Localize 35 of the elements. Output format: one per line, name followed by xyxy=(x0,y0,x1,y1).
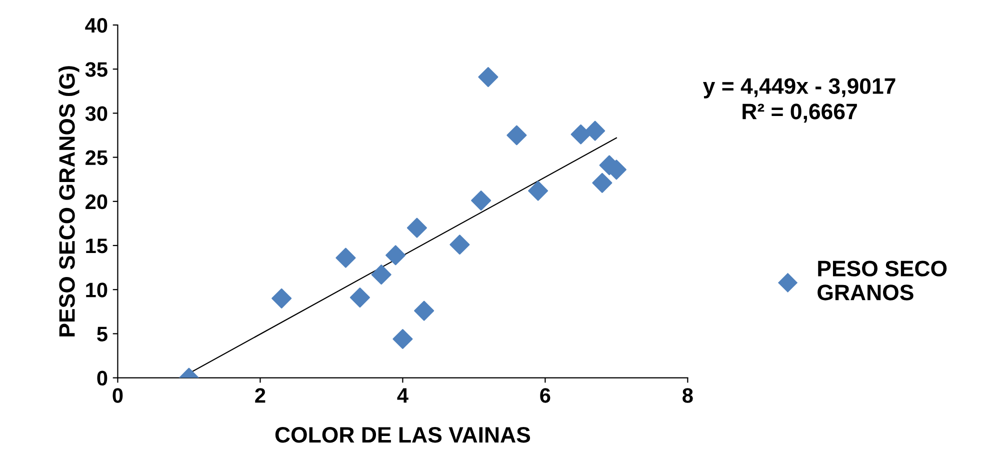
text: R² = 0,6667 xyxy=(742,104,857,123)
legend-label: PESO SECO GRANOS xyxy=(818,260,947,300)
y-tick-label: 0 xyxy=(97,370,108,386)
y-tick-label: 30 xyxy=(85,106,108,121)
point xyxy=(506,125,527,146)
point xyxy=(528,180,548,201)
point xyxy=(392,328,413,350)
point xyxy=(371,264,392,285)
x-tick-label: 8 xyxy=(682,388,693,403)
y-tick-label: 15 xyxy=(86,238,108,254)
x-tick-label: 0 xyxy=(112,388,123,403)
y-tick-label: 35 xyxy=(85,62,108,77)
y-tick-label: 40 xyxy=(85,18,108,33)
y-tick-label: 5 xyxy=(97,326,108,342)
point xyxy=(471,190,492,211)
x-tick-label: 6 xyxy=(540,388,550,403)
text: y = 4,449x - 3,9017 xyxy=(703,78,896,98)
x-tick-label: 2 xyxy=(255,388,266,403)
point xyxy=(336,248,356,268)
y-axis-title: PESO SECO GRANOS (G) xyxy=(58,66,80,336)
point xyxy=(570,124,591,144)
y-tick-label: 25 xyxy=(86,150,108,166)
point xyxy=(450,234,470,255)
y-tick-label: 10 xyxy=(86,282,108,298)
x-tick-label: 4 xyxy=(397,388,408,403)
point xyxy=(406,218,427,238)
point xyxy=(478,67,498,88)
x-axis-title: COLOR DE LAS VAINAS xyxy=(275,426,530,443)
point xyxy=(272,288,292,308)
point xyxy=(386,245,406,266)
point xyxy=(414,300,434,321)
point xyxy=(350,288,370,308)
point xyxy=(592,172,612,193)
point xyxy=(585,120,606,141)
y-tick-label: 20 xyxy=(86,194,108,210)
